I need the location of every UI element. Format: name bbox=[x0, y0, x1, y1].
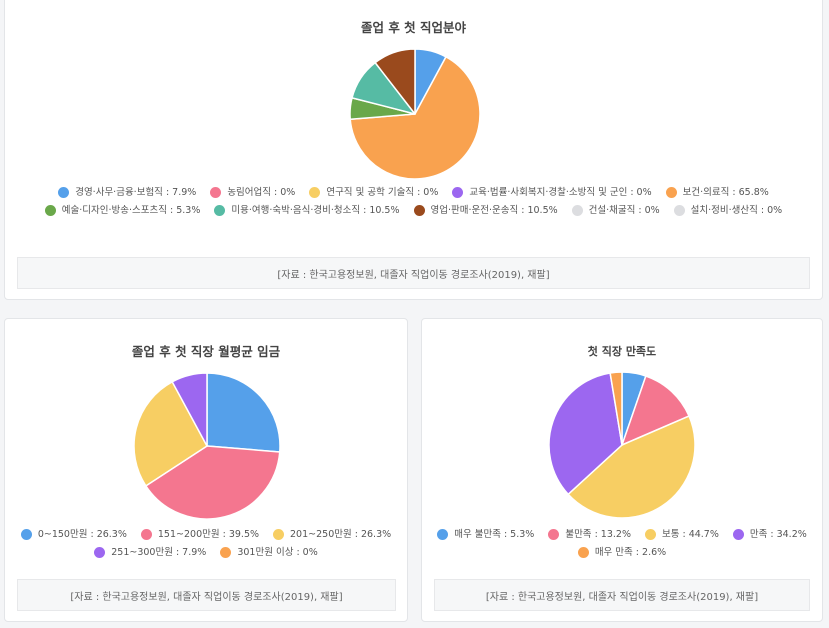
legend-label: 매우 불만족 : 5.3% bbox=[454, 529, 535, 540]
legend-item[interactable]: 교육·법률·사회복지·경찰·소방직 및 군인 : 0% bbox=[452, 186, 652, 199]
legend-item[interactable]: 301만원 이상 : 0% bbox=[220, 546, 318, 559]
legend-marker-icon bbox=[210, 187, 222, 198]
legend-item[interactable]: 영업·판매·운전·운송직 : 10.5% bbox=[413, 204, 558, 217]
legend-marker-icon bbox=[220, 547, 232, 558]
legend-label: 영업·판매·운전·운송직 : 10.5% bbox=[430, 205, 558, 216]
pie-slice[interactable] bbox=[171, 372, 208, 447]
legend-item[interactable]: 건설·채굴직 : 0% bbox=[571, 204, 660, 217]
legend-label: 교육·법률·사회복지·경찰·소방직 및 군인 : 0% bbox=[469, 187, 652, 198]
legend-item[interactable]: 연구직 및 공학 기술직 : 0% bbox=[309, 186, 438, 199]
legend-marker-icon bbox=[665, 187, 677, 198]
legend-label: 301만원 이상 : 0% bbox=[237, 547, 318, 558]
legend-item[interactable]: 251~300만원 : 7.9% bbox=[94, 546, 206, 559]
legend-label: 미용·여행·숙박·음식·경비·청소직 : 10.5% bbox=[231, 205, 400, 216]
legend-label: 151~200만원 : 39.5% bbox=[157, 529, 260, 540]
legend-marker-icon bbox=[309, 187, 321, 198]
legend-label: 만족 : 34.2% bbox=[749, 529, 807, 540]
pie-slice[interactable] bbox=[548, 372, 623, 496]
pie-slice[interactable] bbox=[567, 415, 696, 519]
legend-marker-icon bbox=[452, 187, 464, 198]
legend-label: 0~150만원 : 26.3% bbox=[37, 529, 127, 540]
legend-item[interactable]: 0~150만원 : 26.3% bbox=[20, 528, 127, 541]
chart-legend: 경영·사무·금융·보험직 : 7.9% 농림어업직 : 0% 연구직 및 공학 기술… bbox=[13, 186, 814, 217]
legend-item[interactable]: 경영·사무·금융·보험직 : 7.9% bbox=[58, 186, 196, 199]
legend-label: 예술·디자인·방송·스포츠직 : 5.3% bbox=[61, 205, 201, 216]
legend-label: 보건·의료직 : 65.8% bbox=[682, 187, 769, 198]
legend-label: 경영·사무·금융·보험직 : 7.9% bbox=[75, 187, 197, 198]
legend-marker-icon bbox=[673, 205, 685, 216]
legend-item[interactable]: 201~250만원 : 26.3% bbox=[273, 528, 391, 541]
legend-marker-icon bbox=[413, 205, 425, 216]
legend-item[interactable]: 보건·의료직 : 65.8% bbox=[665, 186, 769, 199]
legend-marker-icon bbox=[94, 547, 106, 558]
legend-item[interactable]: 151~200만원 : 39.5% bbox=[140, 528, 260, 541]
pie-slice[interactable] bbox=[206, 372, 281, 453]
legend-label: 설치·정비·생산직 : 0% bbox=[690, 205, 783, 216]
legend-marker-icon bbox=[214, 205, 226, 216]
legend-marker-icon bbox=[20, 529, 32, 540]
legend-marker-icon bbox=[732, 529, 744, 540]
legend-item[interactable]: 예술·디자인·방송·스포츠직 : 5.3% bbox=[44, 204, 201, 217]
pie-slice[interactable] bbox=[621, 375, 690, 446]
pie-slice[interactable] bbox=[349, 56, 481, 180]
pie-chart-first-job-field bbox=[349, 48, 481, 180]
legend-label: 매우 만족 : 2.6% bbox=[594, 547, 667, 558]
legend-marker-icon bbox=[548, 529, 560, 540]
legend-item[interactable]: 만족 : 34.2% bbox=[732, 528, 807, 541]
pie-slice[interactable] bbox=[133, 381, 208, 487]
source-note: [자료 : 한국고용정보원, 대졸자 직업이동 경로조사(2019), 재팔] bbox=[434, 579, 810, 611]
legend-marker-icon bbox=[577, 547, 589, 558]
chart-title: 졸업 후 첫 직업분야 bbox=[360, 20, 467, 35]
pie-chart-monthly-wage bbox=[133, 372, 281, 520]
chart-card-first-job-field: 졸업 후 첫 직업분야 경영·사무·금융·보험직 : 7.9% 농림어업직 : 0… bbox=[4, 0, 823, 300]
pie-slice[interactable] bbox=[609, 371, 623, 446]
chart-card-monthly-wage: 졸업 후 첫 직장 월평균 임금 0~150만원 : 26.3% 151~200만… bbox=[4, 318, 408, 622]
legend-item[interactable]: 매우 만족 : 2.6% bbox=[577, 546, 667, 559]
legend-marker-icon bbox=[140, 529, 152, 540]
pie-slice[interactable] bbox=[374, 48, 416, 115]
source-note: [자료 : 한국고용정보원, 대졸자 직업이동 경로조사(2019), 재팔] bbox=[17, 579, 396, 611]
legend-label: 불만족 : 13.2% bbox=[565, 529, 631, 540]
legend-marker-icon bbox=[571, 205, 583, 216]
legend-marker-icon bbox=[273, 529, 285, 540]
legend-label: 251~300만원 : 7.9% bbox=[111, 547, 207, 558]
legend-label: 201~250만원 : 26.3% bbox=[290, 529, 392, 540]
pie-chart-job-satisfaction bbox=[548, 371, 696, 519]
legend-marker-icon bbox=[44, 205, 56, 216]
source-note: [자료 : 한국고용정보원, 대졸자 직업이동 경로조사(2019), 재팔] bbox=[17, 257, 810, 289]
legend-item[interactable]: 미용·여행·숙박·음식·경비·청소직 : 10.5% bbox=[214, 204, 400, 217]
legend-label: 농림어업직 : 0% bbox=[227, 187, 296, 198]
legend-marker-icon bbox=[644, 529, 656, 540]
legend-item[interactable]: 농림어업직 : 0% bbox=[210, 186, 295, 199]
legend-label: 건설·채굴직 : 0% bbox=[588, 205, 660, 216]
chart-title: 졸업 후 첫 직장 월평균 임금 bbox=[131, 344, 281, 359]
legend-marker-icon bbox=[437, 529, 449, 540]
legend-item[interactable]: 매우 불만족 : 5.3% bbox=[437, 528, 534, 541]
legend-item[interactable]: 설치·정비·생산직 : 0% bbox=[673, 204, 783, 217]
chart-title: 첫 직장 만족도 bbox=[587, 345, 657, 358]
legend-item[interactable]: 불만족 : 13.2% bbox=[548, 528, 631, 541]
chart-legend: 0~150만원 : 26.3% 151~200만원 : 39.5% 201~250만… bbox=[19, 528, 393, 559]
legend-label: 보통 : 44.7% bbox=[661, 529, 719, 540]
legend-item[interactable]: 보통 : 44.7% bbox=[644, 528, 719, 541]
legend-label: 연구직 및 공학 기술직 : 0% bbox=[326, 187, 439, 198]
legend-marker-icon bbox=[58, 187, 70, 198]
chart-legend: 매우 불만족 : 5.3% 불만족 : 13.2% 보통 : 44.7% 만족 : 3… bbox=[436, 528, 808, 559]
chart-card-job-satisfaction: 첫 직장 만족도 매우 불만족 : 5.3% 불만족 : 13.2% 보통 : 44… bbox=[421, 318, 823, 622]
